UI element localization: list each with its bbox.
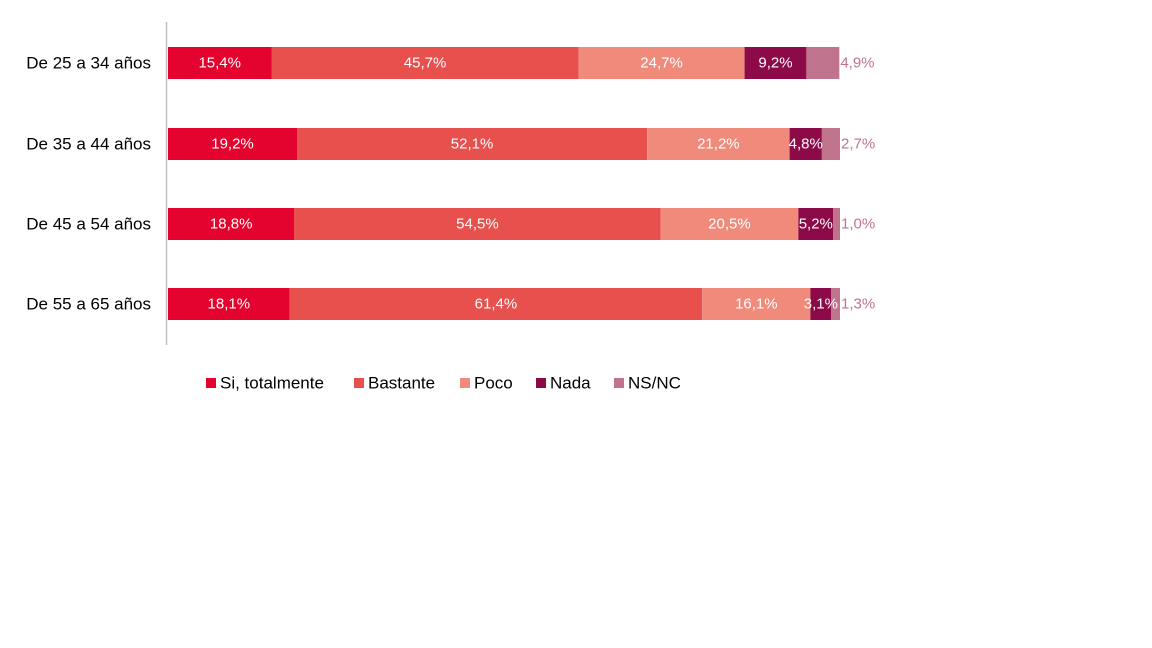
data-label-nada-de-45-a-54-anos: 5,2% [799, 216, 833, 233]
data-label-bastante-de-25-a-34-anos: 45,7% [404, 55, 447, 72]
data-label-ns-nc-de-45-a-54-anos: 1,0% [841, 216, 875, 233]
legend-swatch-si-totalmente [206, 378, 216, 388]
data-label-nada-de-35-a-44-anos: 4,8% [789, 136, 823, 153]
category-label-de-55-a-65-anos: De 55 a 65 años [26, 295, 151, 314]
category-label-de-35-a-44-anos: De 35 a 44 años [26, 135, 151, 154]
bar-si-totalmente-de-35-a-44-anos [168, 128, 298, 160]
bar-bastante-de-55-a-65-anos [289, 288, 703, 320]
data-label-poco-de-45-a-54-anos: 20,5% [708, 216, 751, 233]
legend-label-si-totalmente: Si, totalmente [220, 374, 324, 393]
bar-ns-nc-de-45-a-54-anos [833, 208, 840, 240]
data-label-ns-nc-de-35-a-44-anos: 2,7% [841, 136, 875, 153]
bar-poco-de-25-a-34-anos [578, 47, 745, 79]
bar-si-totalmente-de-25-a-34-anos [168, 47, 272, 79]
legend-swatch-nada [536, 378, 546, 388]
bar-poco-de-35-a-44-anos [647, 128, 790, 160]
bar-ns-nc-de-25-a-34-anos [806, 47, 840, 79]
bar-nada-de-25-a-34-anos [744, 47, 807, 79]
bar-bastante-de-35-a-44-anos [297, 128, 648, 160]
bar-bastante-de-45-a-54-anos [294, 208, 661, 240]
data-label-si-totalmente-de-45-a-54-anos: 18,8% [210, 216, 253, 233]
legend-swatch-poco [460, 378, 470, 388]
category-label-de-25-a-34-anos: De 25 a 34 años [26, 54, 151, 73]
category-labels: De 25 a 34 años De 35 a 44 años De 45 a 54… [26, 54, 151, 314]
data-label-bastante-de-55-a-65-anos: 61,4% [475, 296, 518, 313]
data-labels: 15,4% 45,7% 24,7% 9,2% 4,9% 19,2% 52,1% 21,2% 4,… [198, 55, 875, 313]
bar-poco-de-45-a-54-anos [660, 208, 799, 240]
data-label-si-totalmente-de-55-a-65-anos: 18,1% [208, 296, 251, 313]
bar-si-totalmente-de-55-a-65-anos [168, 288, 290, 320]
data-label-ns-nc-de-25-a-34-anos: 4,9% [840, 55, 874, 72]
legend-label-bastante: Bastante [368, 374, 435, 393]
bar-ns-nc-de-35-a-44-anos [821, 128, 840, 160]
legend-label-poco: Poco [474, 374, 513, 393]
data-label-poco-de-25-a-34-anos: 24,7% [640, 55, 683, 72]
data-label-si-totalmente-de-25-a-34-anos: 15,4% [198, 55, 241, 72]
bar-nada-de-45-a-54-anos [798, 208, 834, 240]
data-label-nada-de-55-a-65-anos: 3,1% [804, 296, 838, 313]
bar-segments [168, 47, 840, 320]
data-label-nada-de-25-a-34-anos: 9,2% [758, 55, 792, 72]
data-label-poco-de-55-a-65-anos: 16,1% [735, 296, 778, 313]
bar-nada-de-35-a-44-anos [789, 128, 822, 160]
legend-label-nada: Nada [550, 374, 591, 393]
data-label-bastante-de-45-a-54-anos: 54,5% [456, 216, 499, 233]
legend-label-ns-nc: NS/NC [628, 374, 681, 393]
bar-bastante-de-25-a-34-anos [271, 47, 579, 79]
legend-swatch-ns-nc [614, 378, 624, 388]
data-label-poco-de-35-a-44-anos: 21,2% [697, 136, 740, 153]
bar-si-totalmente-de-45-a-54-anos [168, 208, 295, 240]
data-label-ns-nc-de-55-a-65-anos: 1,3% [841, 296, 875, 313]
category-label-de-45-a-54-anos: De 45 a 54 años [26, 215, 151, 234]
bar-poco-de-55-a-65-anos [702, 288, 811, 320]
legend-swatch-bastante [354, 378, 364, 388]
data-label-si-totalmente-de-35-a-44-anos: 19,2% [211, 136, 254, 153]
data-label-bastante-de-35-a-44-anos: 52,1% [451, 136, 494, 153]
bar-nada-de-55-a-65-anos [810, 288, 832, 320]
legend: Si, totalmente Bastante Poco Nada NS/NC [206, 374, 681, 393]
bar-ns-nc-de-55-a-65-anos [831, 288, 840, 320]
